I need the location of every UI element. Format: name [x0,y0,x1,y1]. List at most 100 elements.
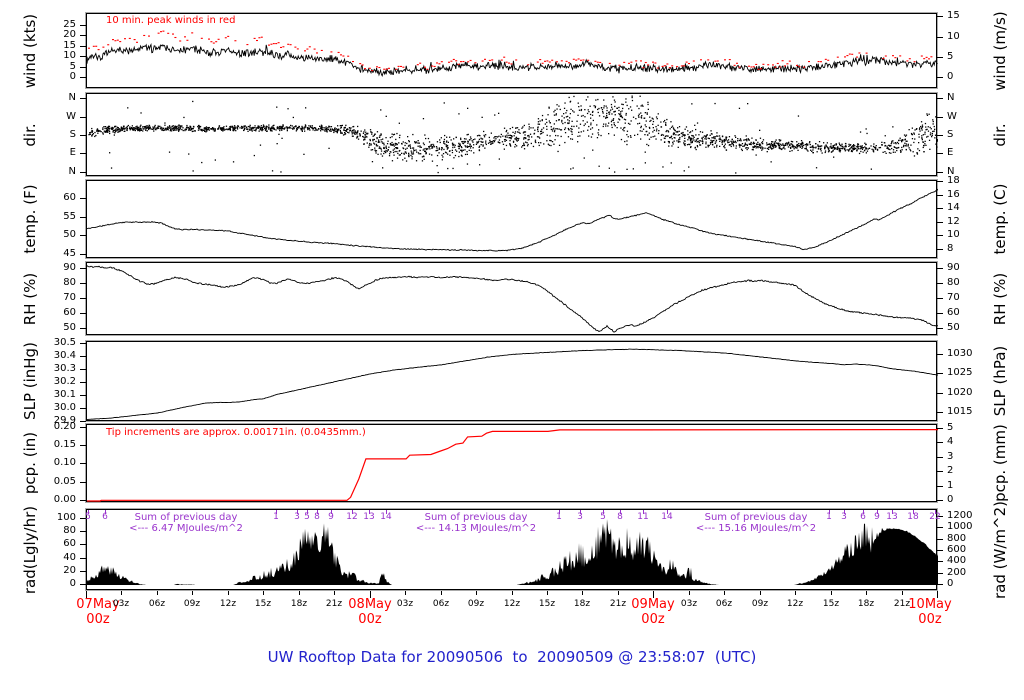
dir-point [392,134,395,136]
dir-point [546,140,548,142]
dir-point [652,118,654,120]
dir-point [744,144,746,146]
dir-point [579,123,582,125]
dir-point [691,134,693,137]
wind-peak-mark [630,61,633,63]
dir-point [490,132,492,134]
dir-point [537,123,539,125]
wind-peak-mark [143,34,146,37]
dir-point [325,128,327,130]
dir-point [637,123,639,125]
dir-point [239,127,241,129]
dir-point [300,127,302,130]
dir-point [278,125,280,128]
dir-point [230,125,232,127]
rad-cum-tick [559,510,560,514]
wind-peak-mark [448,61,450,63]
wind-peak-mark [200,37,203,39]
dir-point [608,122,610,124]
dir-point [638,113,640,115]
dir-point [336,132,338,134]
wind-peak-mark [112,39,114,41]
dir-point [184,129,186,132]
dir-point [261,128,264,130]
dir-point [321,127,323,129]
y-tick-label-left: 50 [63,322,76,333]
dir-point [713,146,716,148]
dir-point [483,134,485,136]
dir-point [647,101,649,103]
dir-point [198,124,200,127]
hour-tick [866,591,867,595]
dir-point [862,147,864,149]
dir-point [345,130,347,132]
dir-point [558,144,561,146]
dir-point [571,133,573,135]
wind-peak-mark [282,46,285,48]
dir-point [511,136,513,138]
dir-point [655,116,658,118]
dir-point [113,129,116,132]
rad-cum-tick [105,510,106,514]
dir-point [373,138,375,141]
dir-point [337,125,339,127]
dir-point [625,101,627,103]
wind-peak-mark [452,58,455,60]
dir-point [727,141,729,144]
dir-point [461,149,463,151]
dir-point [752,141,755,143]
dir-point [820,150,822,152]
dir-point [301,127,303,129]
dir-point [409,146,411,148]
dir-point [442,156,444,158]
dir-point [480,144,482,146]
dir-point [719,140,721,142]
dir-point [249,128,251,130]
dir-point [133,129,135,131]
dir-point [469,145,471,147]
y-tick-right [937,516,943,517]
dir-point [157,125,159,127]
dir-point [294,126,296,128]
dir-point [893,146,895,148]
y-tick-left [80,500,86,501]
dir-point [549,135,551,137]
dir-point [234,125,236,127]
dir-point [350,127,352,129]
dir-point [218,125,220,127]
dir-point [694,124,696,126]
y-tick-right [937,153,943,154]
rad-cum-tick [829,510,830,514]
dir-point [380,139,382,141]
dir-point [927,126,929,128]
dir-point [441,159,443,161]
dir-point [582,120,584,122]
dir-point [371,161,374,163]
wind-peak-mark [865,52,868,54]
dir-point [746,139,748,141]
dir-point [418,142,420,144]
rad-cum-tick [317,510,318,514]
dir-point [852,147,854,149]
dir-point [839,149,842,151]
wind-peak-mark [635,60,638,62]
dir-point [178,129,180,131]
dir-point [911,134,913,136]
dir-point [614,171,616,173]
dir-point [391,136,393,138]
dir-point [275,129,277,131]
dir-point [514,146,516,148]
dir-point [311,125,313,127]
dir-point [925,126,927,128]
dir-point [117,127,119,129]
dir-point [194,130,196,132]
dir-point [905,134,908,136]
dir-point [819,145,822,147]
wind-peak-mark [174,36,177,39]
wind-peak-mark [184,36,186,38]
dir-point [629,106,632,108]
dir-point [798,142,800,145]
hour-label: 03z [680,599,698,609]
dir-point [710,141,713,143]
dir-point [476,141,478,143]
